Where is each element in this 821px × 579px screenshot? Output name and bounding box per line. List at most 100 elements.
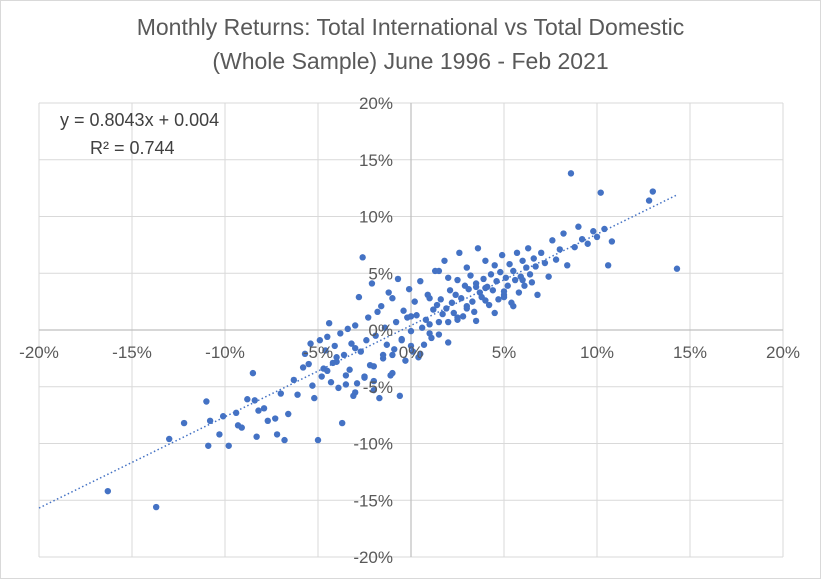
data-point	[294, 391, 301, 398]
data-point	[445, 339, 452, 346]
data-point	[445, 318, 452, 326]
data-point	[530, 255, 537, 262]
trendline-line	[38, 194, 678, 509]
data-point	[474, 245, 482, 252]
data-point	[251, 397, 258, 404]
x-tick-label: -15%	[112, 343, 152, 362]
chart-title-line-1: Monthly Returns: Total International vs …	[136, 14, 685, 40]
data-point	[405, 285, 413, 293]
data-point	[407, 327, 415, 335]
data-point	[337, 330, 344, 337]
data-point	[485, 301, 493, 309]
data-point	[391, 346, 398, 353]
data-point	[309, 382, 316, 389]
data-point	[244, 396, 251, 403]
data-point	[556, 246, 563, 253]
data-point	[385, 289, 392, 296]
data-point	[498, 251, 506, 259]
data-point	[443, 305, 450, 312]
data-point	[456, 249, 463, 257]
data-point	[333, 354, 340, 361]
y-tick-label: 15%	[359, 151, 393, 170]
y-tick-labels: -20% -15% -10% -5% 0% 5% 10% 15% 20%	[353, 94, 393, 567]
y-tick-label: 5%	[368, 264, 393, 283]
data-point	[417, 350, 424, 358]
data-point	[264, 417, 271, 424]
data-point	[489, 287, 497, 294]
data-point	[370, 386, 377, 394]
data-point	[420, 341, 428, 348]
data-point	[597, 189, 604, 196]
data-point	[311, 394, 318, 402]
data-point	[327, 379, 335, 386]
data-point	[166, 435, 173, 443]
data-point	[521, 282, 528, 289]
data-point	[584, 240, 591, 247]
data-point	[510, 267, 517, 275]
data-point	[459, 313, 467, 320]
data-point	[604, 262, 612, 269]
trendline-equation: y = 0.8043x + 0.004 R² = 0.744	[60, 106, 219, 162]
data-point	[370, 377, 377, 385]
data-point	[378, 302, 385, 310]
y-tick-label: -15%	[353, 491, 393, 510]
data-point	[365, 314, 372, 321]
y-tick-label: -10%	[353, 435, 393, 454]
data-point	[272, 415, 279, 422]
data-point	[437, 296, 444, 303]
data-point	[541, 259, 549, 267]
data-point	[560, 230, 567, 237]
data-point	[549, 237, 556, 244]
data-point	[472, 283, 480, 291]
data-point	[435, 331, 443, 338]
data-point	[409, 348, 417, 355]
data-point	[515, 289, 523, 296]
data-point	[342, 372, 350, 379]
data-point	[426, 295, 433, 302]
data-point	[381, 324, 389, 331]
data-point	[511, 276, 519, 284]
data-point	[340, 351, 348, 359]
data-point	[370, 363, 377, 370]
data-point	[307, 340, 314, 347]
data-point	[649, 188, 656, 195]
data-point	[352, 344, 359, 352]
data-point	[523, 264, 530, 271]
data-point	[452, 291, 459, 299]
data-point	[325, 319, 333, 327]
data-point	[601, 225, 608, 233]
data-point	[368, 280, 376, 287]
data-point	[446, 287, 454, 294]
data-point	[450, 309, 457, 317]
data-point	[433, 301, 441, 309]
data-point	[389, 295, 396, 302]
data-point	[398, 337, 405, 344]
x-tick-label: -5%	[303, 343, 333, 362]
data-point	[502, 274, 510, 281]
data-point	[331, 342, 338, 350]
data-point	[238, 424, 245, 431]
data-point	[389, 351, 396, 359]
data-point	[402, 357, 409, 364]
data-point	[645, 197, 653, 204]
data-point	[355, 293, 363, 301]
data-point	[357, 348, 364, 355]
data-point	[497, 268, 504, 276]
data-point	[458, 295, 465, 302]
data-point	[348, 340, 355, 347]
data-point	[538, 249, 545, 257]
data-point	[104, 487, 112, 495]
y-tick-label: 0%	[368, 321, 393, 340]
data-point	[277, 390, 284, 397]
chart-title-line-2: (Whole Sample) June 1996 - Feb 2021	[212, 48, 609, 74]
data-point	[578, 236, 586, 243]
data-point	[352, 322, 359, 329]
data-point	[322, 347, 329, 354]
x-tick-label: 15%	[673, 343, 707, 362]
data-point	[260, 405, 268, 412]
data-point	[534, 291, 541, 299]
data-point	[290, 376, 298, 384]
data-point	[205, 442, 212, 449]
data-point	[389, 369, 396, 377]
data-point	[407, 342, 415, 350]
